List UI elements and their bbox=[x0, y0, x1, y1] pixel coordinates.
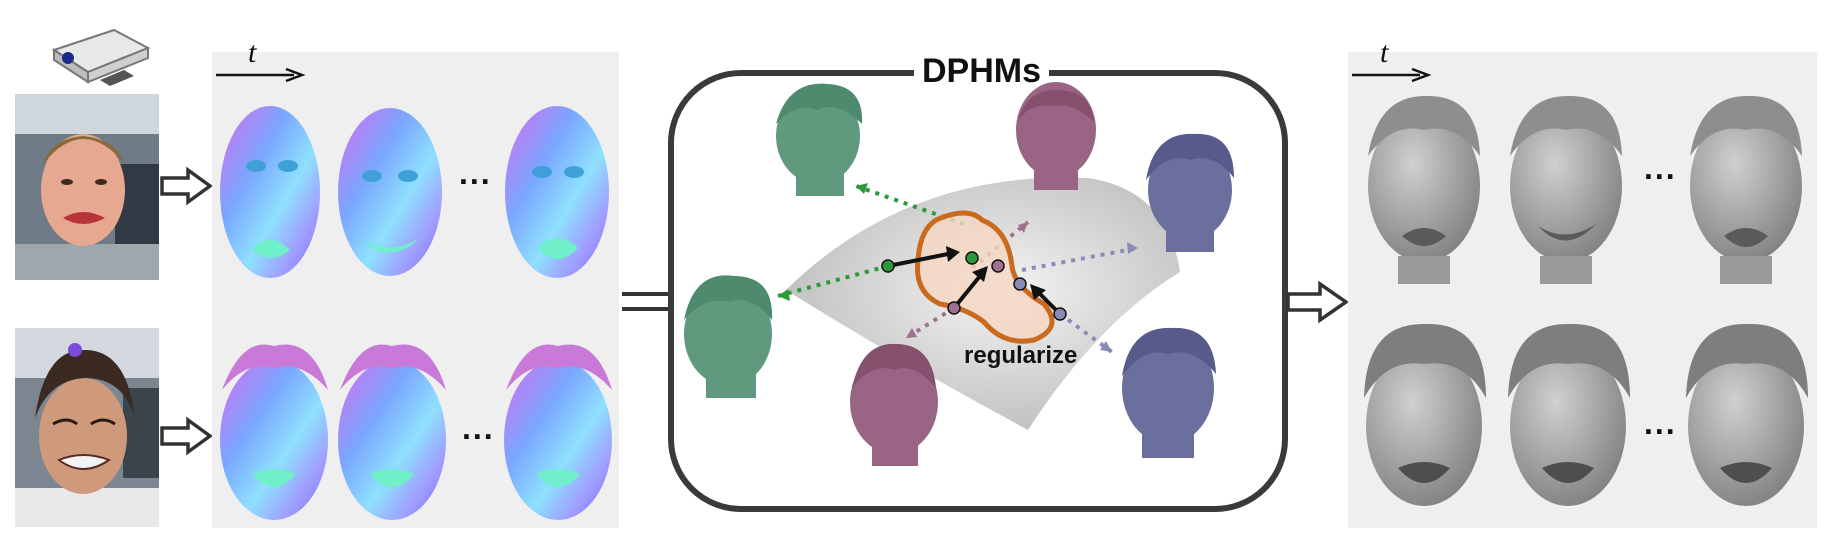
green-head-top bbox=[776, 83, 863, 196]
ellipsis-right-row-1: ... bbox=[1644, 150, 1677, 186]
hollow-arrow-icon bbox=[160, 416, 213, 456]
reconstruction-row-2 bbox=[1364, 323, 1808, 506]
time-arrow-left bbox=[216, 67, 306, 83]
depth-camera-icon bbox=[51, 28, 151, 86]
normal-map-row-1 bbox=[220, 106, 609, 278]
ellipsis-right-row-2: ... bbox=[1644, 405, 1677, 441]
hollow-arrow-icon bbox=[1286, 280, 1350, 324]
reconstructed-head bbox=[1364, 323, 1486, 506]
slate-head-bottom bbox=[1122, 327, 1216, 458]
time-symbol-right: t bbox=[1380, 36, 1389, 69]
normal-map-face bbox=[505, 106, 609, 278]
reconstruction-row-1 bbox=[1368, 95, 1802, 284]
normal-map-face bbox=[220, 106, 320, 278]
reconstructed-head bbox=[1686, 323, 1808, 506]
normal-map-row-2 bbox=[220, 344, 612, 520]
normal-map-face bbox=[338, 108, 442, 276]
green-head-left bbox=[684, 275, 773, 398]
latent-space-diagram bbox=[684, 82, 1234, 466]
reconstructed-head bbox=[1368, 95, 1480, 284]
mauve-head-bottom bbox=[850, 343, 938, 466]
slate-head-right bbox=[1146, 133, 1234, 252]
reconstructed-head bbox=[1510, 95, 1622, 284]
subject-photo-2 bbox=[15, 328, 159, 527]
subject-photo-1 bbox=[15, 94, 159, 280]
ellipsis-left-row-2: ... bbox=[462, 410, 495, 446]
ellipsis-left-row-1: ... bbox=[459, 155, 492, 191]
regularize-label: regularize bbox=[964, 342, 1078, 369]
normal-map-face bbox=[338, 344, 446, 520]
normal-map-face bbox=[504, 344, 612, 520]
time-symbol-left: t bbox=[248, 36, 257, 69]
hollow-arrow-icon bbox=[160, 166, 213, 206]
reconstructed-head bbox=[1690, 95, 1802, 284]
mauve-head-top bbox=[1016, 82, 1096, 190]
dphm-title: DPHMs bbox=[914, 52, 1050, 91]
time-arrow-right bbox=[1352, 67, 1432, 83]
normal-map-face bbox=[220, 344, 328, 520]
reconstructed-head bbox=[1508, 323, 1630, 506]
connector-double-line bbox=[622, 292, 672, 311]
